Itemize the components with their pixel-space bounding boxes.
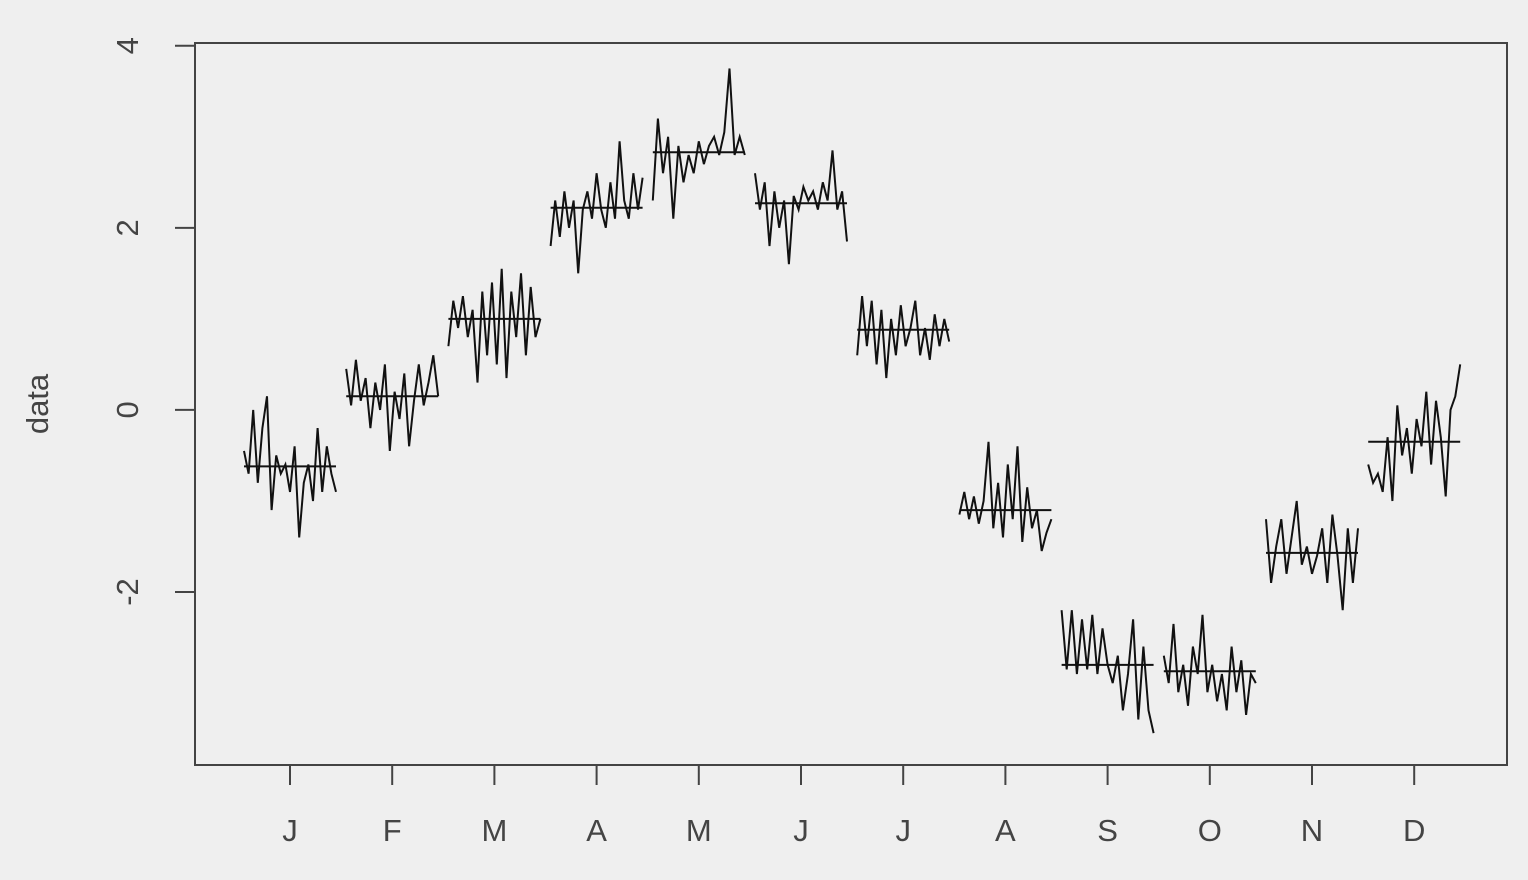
plot-frame xyxy=(194,42,1508,766)
y-tick-label: 2 xyxy=(110,219,145,236)
subseries-line xyxy=(447,268,542,383)
x-tick-label: D xyxy=(1403,813,1425,848)
subseries-line xyxy=(1265,500,1359,611)
x-tick-label: A xyxy=(586,813,607,848)
subseries-line xyxy=(549,141,644,274)
y-tick-label: 4 xyxy=(110,37,145,54)
x-tick-label: J xyxy=(282,813,298,848)
x-tick-label: J xyxy=(895,813,911,848)
y-tick-label: 0 xyxy=(110,401,145,418)
x-tick-label: M xyxy=(686,813,712,848)
x-tick-label: O xyxy=(1198,813,1222,848)
x-tick-label: S xyxy=(1097,813,1118,848)
subseries-line xyxy=(1162,614,1257,716)
x-tick-label: M xyxy=(481,813,507,848)
x-tick-label: A xyxy=(995,813,1016,848)
subseries-line xyxy=(243,396,337,538)
subseries-line xyxy=(958,441,1053,552)
y-axis-label: data xyxy=(20,373,55,434)
x-tick-label: N xyxy=(1301,813,1323,848)
x-tick-label: J xyxy=(793,813,809,848)
x-tick-label: F xyxy=(383,813,402,848)
subseries-line xyxy=(754,150,848,265)
subseries-line xyxy=(856,296,951,379)
subseries-line xyxy=(651,68,746,219)
subseries-line xyxy=(1367,364,1462,502)
y-tick-label: -2 xyxy=(110,578,145,606)
